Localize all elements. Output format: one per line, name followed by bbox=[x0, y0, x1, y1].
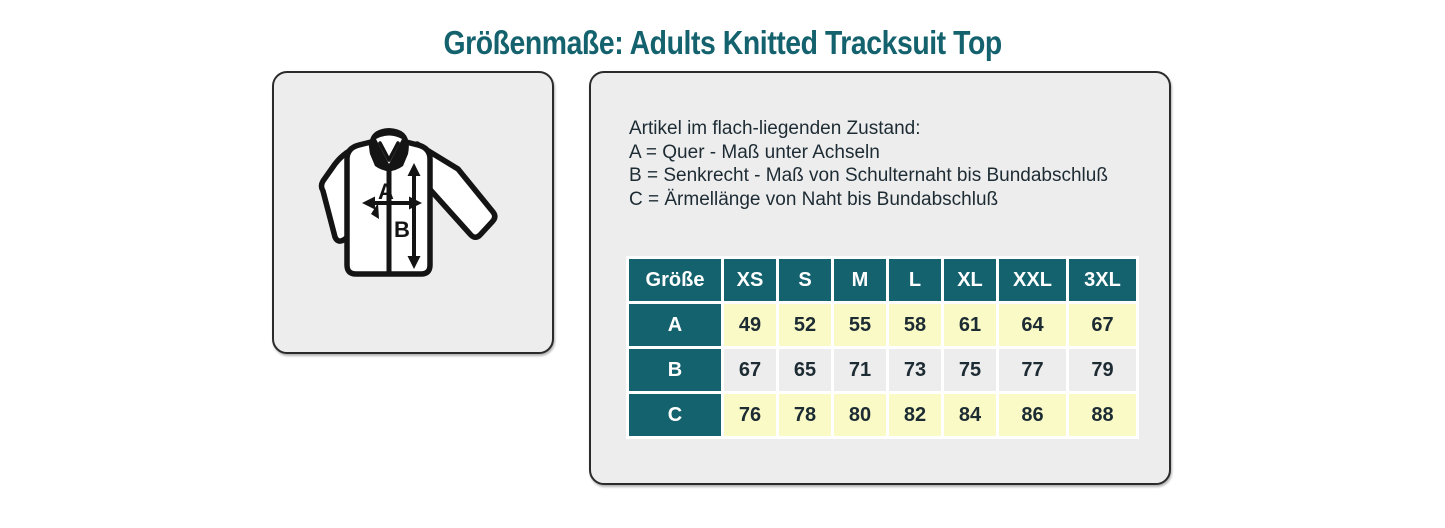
measure-row-b: B 67 65 71 73 75 77 79 bbox=[626, 346, 1139, 394]
size-column-header-m: M bbox=[831, 256, 889, 304]
measurement-legend: Artikel im flach-liegenden Zustand: A = … bbox=[629, 117, 1108, 211]
legend-line-c: C = Ärmellänge von Naht bis Bundabschluß bbox=[629, 188, 999, 210]
size-value-cell: 71 bbox=[831, 346, 889, 394]
size-value-cell: 61 bbox=[941, 301, 999, 349]
size-value-cell: 55 bbox=[831, 301, 889, 349]
size-value-cell: 77 bbox=[996, 346, 1069, 394]
page-title-text: Größenmaße: Adults Knitted Tracksuit Top bbox=[443, 24, 1002, 61]
measure-label-a: A bbox=[378, 179, 394, 204]
size-value-cell: 64 bbox=[996, 301, 1069, 349]
size-value-cell: 73 bbox=[886, 346, 944, 394]
size-value-cell: 79 bbox=[1066, 346, 1139, 394]
size-value-cell: 52 bbox=[776, 301, 834, 349]
legend-intro: Artikel im flach-liegenden Zustand: bbox=[629, 118, 921, 139]
measure-arrow-b bbox=[407, 163, 421, 269]
size-table-header-row: Größe XS S M L XL XXL 3XL bbox=[626, 256, 1139, 304]
page-title: Größenmaße: Adults Knitted Tracksuit Top bbox=[0, 24, 1445, 62]
size-table: Größe XS S M L XL XXL 3XL A 49 52 55 58 61 64 67 B 67 65 7… bbox=[626, 256, 1139, 439]
size-value-cell: 58 bbox=[886, 301, 944, 349]
measure-row-a: A 49 52 55 58 61 64 67 bbox=[626, 301, 1139, 349]
size-column-header-xl: XL bbox=[941, 256, 999, 304]
legend-line-a: A = Quer - Maß unter Achseln bbox=[629, 141, 880, 163]
legend-line-b: B = Senkrecht - Maß von Schulternaht bis… bbox=[629, 165, 1108, 186]
measure-row-label: B bbox=[626, 346, 724, 394]
size-column-header-3xl: 3XL bbox=[1066, 256, 1139, 304]
measure-row-label: C bbox=[626, 391, 724, 439]
size-value-cell: 75 bbox=[941, 346, 999, 394]
size-value-cell: 80 bbox=[831, 391, 889, 439]
measure-row-c: C 76 78 80 82 84 86 88 bbox=[626, 391, 1139, 439]
jacket-right-sleeve bbox=[414, 141, 498, 240]
size-column-header-xs: XS bbox=[721, 256, 779, 304]
size-value-cell: 78 bbox=[776, 391, 834, 439]
jacket-collar bbox=[369, 128, 409, 171]
size-value-cell: 86 bbox=[996, 391, 1069, 439]
size-value-cell: 65 bbox=[776, 346, 834, 394]
size-table-body: A 49 52 55 58 61 64 67 B 67 65 71 73 75 77 79 C 76 78 80 82 8… bbox=[626, 301, 1139, 439]
size-value-cell: 76 bbox=[721, 391, 779, 439]
size-value-cell: 67 bbox=[1066, 301, 1139, 349]
size-column-header-l: L bbox=[886, 256, 944, 304]
size-column-header-s: S bbox=[776, 256, 834, 304]
measure-label-b: B bbox=[394, 217, 410, 242]
size-value-cell: 88 bbox=[1066, 391, 1139, 439]
size-value-cell: 82 bbox=[886, 391, 944, 439]
size-column-header-xxl: XXL bbox=[996, 256, 1069, 304]
jacket-armpit-fold bbox=[371, 203, 379, 219]
jacket-outline bbox=[318, 139, 498, 277]
size-table-corner-cell: Größe bbox=[626, 256, 724, 304]
size-value-cell: 84 bbox=[941, 391, 999, 439]
size-info-panel: Artikel im flach-liegenden Zustand: A = … bbox=[589, 71, 1171, 485]
size-value-cell: 67 bbox=[721, 346, 779, 394]
measure-row-label: A bbox=[626, 301, 724, 349]
tracksuit-top-diagram: A B bbox=[318, 128, 498, 277]
jacket-diagram-panel: A B bbox=[272, 71, 554, 354]
size-value-cell: 49 bbox=[721, 301, 779, 349]
